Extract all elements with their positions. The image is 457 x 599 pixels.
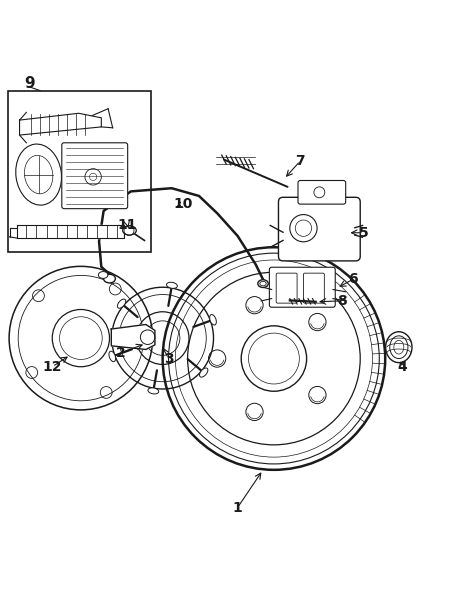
Ellipse shape: [16, 144, 62, 205]
Ellipse shape: [98, 271, 108, 279]
Ellipse shape: [260, 282, 266, 286]
Text: 3: 3: [164, 352, 173, 365]
Polygon shape: [20, 113, 101, 135]
Ellipse shape: [386, 332, 412, 362]
Text: 8: 8: [337, 294, 347, 308]
Ellipse shape: [390, 336, 408, 359]
Text: 9: 9: [24, 76, 35, 91]
Bar: [8, 90, 151, 252]
Ellipse shape: [258, 280, 268, 288]
Text: 4: 4: [397, 360, 407, 374]
Text: 7: 7: [296, 154, 305, 168]
Ellipse shape: [122, 226, 136, 235]
Ellipse shape: [200, 368, 208, 377]
Ellipse shape: [109, 351, 116, 362]
Ellipse shape: [166, 282, 177, 288]
Text: 5: 5: [359, 226, 369, 240]
FancyBboxPatch shape: [278, 197, 360, 261]
Ellipse shape: [210, 314, 216, 325]
Ellipse shape: [24, 155, 53, 194]
Text: 6: 6: [349, 272, 358, 286]
Ellipse shape: [148, 388, 159, 394]
Polygon shape: [112, 325, 155, 349]
Ellipse shape: [104, 274, 116, 283]
Text: 2: 2: [116, 346, 125, 360]
Ellipse shape: [117, 299, 126, 308]
FancyBboxPatch shape: [62, 143, 128, 208]
Text: 12: 12: [43, 360, 62, 374]
FancyBboxPatch shape: [276, 273, 297, 303]
Text: 11: 11: [118, 218, 138, 232]
FancyBboxPatch shape: [298, 180, 345, 204]
FancyBboxPatch shape: [303, 273, 324, 303]
Text: 1: 1: [233, 501, 243, 515]
Polygon shape: [17, 225, 124, 238]
Text: 10: 10: [173, 197, 193, 211]
FancyBboxPatch shape: [269, 267, 335, 307]
